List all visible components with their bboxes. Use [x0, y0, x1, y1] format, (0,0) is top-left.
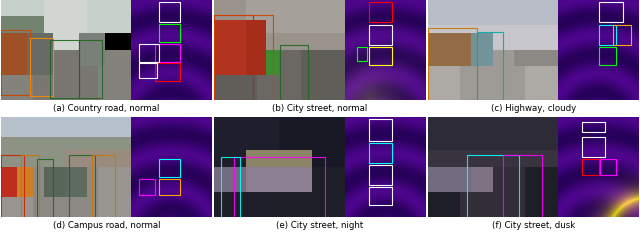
Bar [139, 179, 156, 195]
Bar [156, 44, 180, 62]
Text: (b) City street, normal: (b) City street, normal [273, 104, 367, 113]
Bar [234, 157, 325, 234]
Bar [1, 30, 29, 95]
Bar [369, 47, 392, 65]
Bar [369, 165, 392, 185]
Bar [221, 157, 240, 222]
Bar [467, 155, 519, 234]
Bar [613, 25, 631, 45]
Bar [357, 47, 367, 61]
Bar [1, 155, 24, 234]
Bar [214, 15, 273, 100]
Text: (a) Country road, normal: (a) Country road, normal [53, 104, 160, 113]
Text: (f) City street, dusk: (f) City street, dusk [492, 221, 575, 230]
Bar [280, 45, 308, 123]
Text: (c) Highway, cloudy: (c) Highway, cloudy [491, 104, 576, 113]
Bar [582, 122, 605, 132]
Bar [369, 187, 392, 205]
Bar [582, 159, 598, 175]
Bar [369, 119, 392, 141]
Bar [139, 44, 159, 62]
Bar [369, 25, 392, 45]
Bar [598, 25, 616, 45]
Bar [504, 155, 543, 227]
Bar [214, 15, 253, 100]
Bar [20, 155, 38, 234]
Bar [92, 155, 115, 234]
Text: (e) City street, night: (e) City street, night [276, 221, 364, 230]
Bar [68, 155, 95, 234]
Bar [477, 32, 504, 100]
Bar [598, 2, 623, 22]
Bar [51, 40, 79, 98]
Bar [37, 159, 53, 234]
Text: (d) Campus road, normal: (d) Campus road, normal [52, 221, 160, 230]
Bar [598, 47, 616, 65]
Bar [79, 40, 102, 98]
Bar [369, 143, 392, 163]
Bar [428, 28, 477, 100]
Bar [159, 179, 180, 195]
Bar [159, 2, 180, 22]
Bar [156, 63, 180, 81]
Bar [600, 159, 616, 175]
Bar [29, 38, 53, 96]
Bar [159, 24, 180, 42]
Bar [582, 137, 605, 157]
Bar [159, 159, 180, 177]
Bar [139, 63, 157, 78]
Bar [369, 2, 392, 22]
